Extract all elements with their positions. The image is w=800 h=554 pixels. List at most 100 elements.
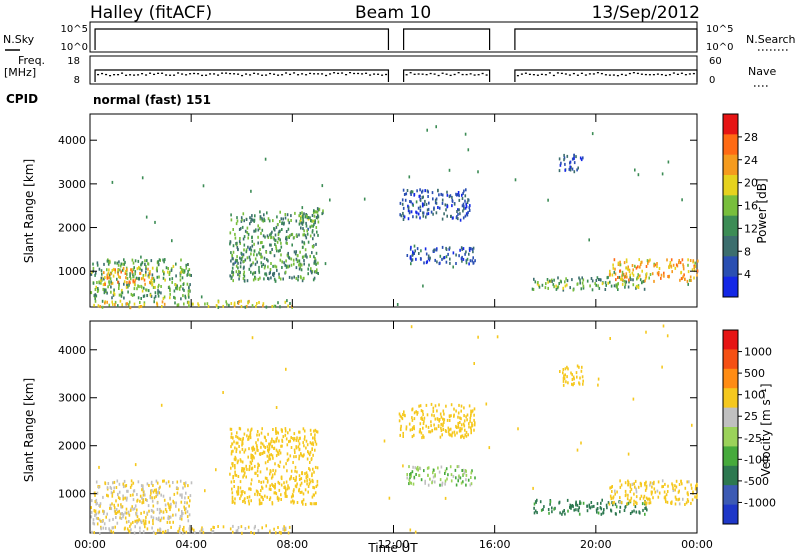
- echo-cell: [623, 509, 626, 512]
- echo-cell: [185, 266, 188, 270]
- echo-cell: [258, 301, 260, 304]
- echo-cell: [308, 478, 311, 482]
- echo-cell: [126, 276, 129, 280]
- echo-cell: [422, 195, 424, 199]
- echo-cell: [124, 484, 127, 488]
- echo-cell: [160, 509, 162, 513]
- echo-cell: [437, 206, 439, 209]
- echo-cell: [543, 505, 545, 509]
- echo-cell: [158, 258, 161, 262]
- echo-cell: [303, 276, 305, 280]
- echo-cell: [422, 204, 424, 208]
- echo-cell: [542, 508, 544, 511]
- echo-cell: [250, 453, 252, 457]
- echo-cell: [153, 496, 156, 500]
- echo-cell: [185, 530, 188, 534]
- echo-cell: [285, 494, 288, 498]
- echo-cell: [157, 491, 159, 495]
- echo-cell: [117, 268, 119, 272]
- echo-cell: [403, 215, 406, 219]
- echo-cell: [609, 273, 611, 277]
- echo-cell: [165, 481, 168, 485]
- nave-sample: [469, 73, 472, 75]
- nave-sample: [616, 74, 619, 77]
- echo-cell: [425, 261, 428, 265]
- echo-cell: [253, 531, 255, 535]
- echo-cell: [235, 457, 237, 461]
- echo-cell: [152, 530, 155, 534]
- echo-cell: [280, 444, 282, 448]
- echo-cell: [645, 486, 648, 490]
- echo-cell: [304, 479, 306, 483]
- echo-cell: [116, 277, 118, 281]
- echo-cell: [230, 427, 233, 431]
- echo-cell: [172, 481, 174, 484]
- echo-cell: [241, 460, 244, 464]
- echo-cell: [90, 291, 93, 295]
- echo-cell: [286, 213, 289, 217]
- echo-cell: [290, 475, 292, 479]
- echo-cell: [149, 271, 151, 275]
- echo-cell: [425, 215, 427, 219]
- echo-cell: [439, 483, 441, 487]
- nave-sample: [684, 74, 687, 76]
- echo-cell: [162, 479, 164, 483]
- echo-cell: [595, 283, 597, 287]
- echo-cell: [401, 198, 404, 202]
- echo-cell: [462, 202, 465, 206]
- echo-cell: [300, 481, 303, 485]
- echo-cell: [180, 517, 183, 521]
- echo-cell: [303, 241, 305, 245]
- echo-cell: [99, 279, 102, 283]
- echo-cell: [266, 495, 268, 499]
- echo-cell: [106, 493, 108, 497]
- echo-cell: [464, 433, 466, 437]
- echo-cell: [426, 466, 429, 470]
- echo-cell: [96, 290, 99, 293]
- echo-cell: [101, 272, 103, 276]
- echo-cell: [154, 291, 157, 295]
- echo-cell: [275, 454, 278, 458]
- echo-cell: [106, 273, 109, 277]
- echo-cell: [187, 289, 190, 293]
- echo-cell: [457, 479, 459, 483]
- echo-cell: [177, 303, 180, 307]
- echo-cell: [297, 445, 300, 449]
- nave-sample: [289, 73, 292, 76]
- echo-cell: [287, 227, 290, 231]
- echo-cell: [152, 522, 154, 526]
- nave-sample: [516, 74, 519, 77]
- echo-cell: [388, 496, 391, 500]
- echo-cell: [582, 286, 585, 290]
- echo-cell: [428, 258, 431, 262]
- echo-cell: [685, 501, 688, 505]
- echo-cell: [422, 214, 425, 218]
- echo-cell: [256, 474, 259, 478]
- echo-cell: [119, 497, 121, 501]
- echo-cell: [112, 274, 115, 278]
- cpid-label: CPID: [6, 92, 38, 106]
- echo-cell: [651, 485, 653, 489]
- echo-cell: [321, 184, 324, 188]
- echo-cell: [113, 503, 115, 507]
- echo-cell: [140, 521, 143, 524]
- echo-cell: [145, 498, 147, 502]
- echo-cell: [254, 262, 257, 266]
- echo-cell: [440, 415, 443, 419]
- echo-cell: [169, 496, 171, 500]
- echo-cell: [696, 484, 698, 488]
- echo-cell: [129, 275, 131, 278]
- nave-sample: [381, 74, 384, 76]
- echo-cell: [625, 266, 627, 270]
- echo-cell: [640, 494, 643, 498]
- echo-cell: [473, 423, 476, 427]
- echo-cell: [447, 430, 450, 434]
- echo-cell: [142, 488, 144, 492]
- echo-cell: [154, 294, 157, 298]
- echo-cell: [408, 211, 411, 215]
- echo-cell: [296, 254, 299, 258]
- echo-cell: [188, 273, 191, 277]
- echo-cell: [298, 448, 301, 452]
- echo-cell: [169, 515, 172, 519]
- echo-cell: [248, 267, 251, 271]
